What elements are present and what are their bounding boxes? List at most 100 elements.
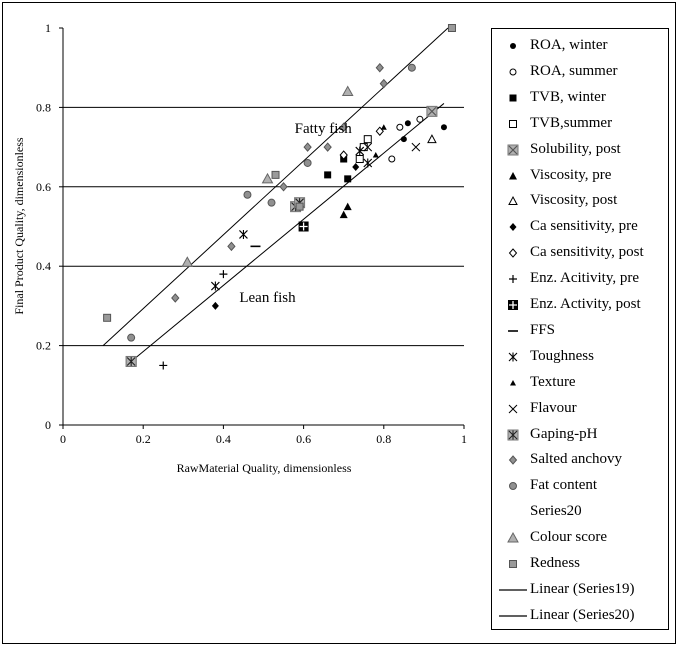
- legend-item: ROA, summer: [492, 59, 668, 85]
- legend-marker: [510, 43, 516, 49]
- legend-marker: [507, 532, 519, 543]
- y-axis-label: Final Product Quality, dimensionless: [12, 137, 26, 315]
- data-point: [510, 379, 516, 386]
- data-point: [271, 170, 280, 179]
- data-point: [227, 241, 236, 252]
- legend-item: Ca sensitivity, pre: [492, 214, 668, 240]
- legend-label: Texture: [530, 373, 576, 390]
- data-points: [103, 24, 456, 370]
- legend-marker: [509, 119, 517, 128]
- x-axis-label: RawMaterial Quality, dimensionless: [177, 461, 352, 475]
- data-point: [509, 560, 517, 568]
- data-point: [508, 352, 518, 362]
- legend-marker: [499, 615, 527, 617]
- data-point: [355, 155, 364, 164]
- data-point: [339, 210, 348, 219]
- legend-item: Redness: [492, 551, 668, 577]
- gridlines: [63, 106, 464, 347]
- legend: ROA, winter ROA, summer TVB, winter TVB,sum…: [491, 28, 669, 630]
- legend-label: Ca sensitivity, pre: [530, 218, 638, 235]
- data-point: [295, 202, 304, 211]
- data-point: [507, 144, 519, 156]
- data-point: [125, 355, 137, 367]
- data-point: [303, 158, 312, 167]
- legend-item: Ca sensitivity, post: [492, 240, 668, 266]
- legend-marker: [508, 330, 518, 332]
- legend-label: Solubility, post: [530, 140, 621, 157]
- legend-marker: [507, 144, 519, 156]
- legend-marker: [508, 404, 518, 413]
- data-point: [363, 158, 373, 168]
- legend-label: Fat content: [530, 477, 598, 494]
- data-point: [509, 119, 517, 128]
- legend-label: Viscosity, pre: [530, 166, 612, 183]
- data-point: [375, 62, 384, 73]
- trend-line: [130, 103, 445, 362]
- legend-marker: [510, 379, 516, 386]
- legend-label: ROA, summer: [530, 62, 618, 79]
- legend-item: Linear (Series20): [492, 603, 668, 629]
- data-point: [407, 63, 416, 72]
- data-point: [509, 223, 517, 232]
- legend-label: TVB, winter: [530, 88, 606, 105]
- legend-item: Salted anchovy: [492, 447, 668, 473]
- data-point: [509, 482, 517, 491]
- legend-marker: [499, 589, 527, 591]
- y-tick-label: 1: [45, 21, 51, 35]
- legend-label: Linear (Series20): [530, 606, 635, 623]
- data-point: [509, 94, 517, 102]
- data-point: [508, 404, 518, 413]
- data-point: [508, 248, 518, 258]
- legend-marker: [509, 94, 517, 102]
- y-tick-label: 0.8: [36, 100, 51, 114]
- data-point: [339, 150, 348, 160]
- legend-label: Redness: [530, 555, 580, 571]
- legend-item: Viscosity, pre: [492, 163, 668, 189]
- data-point: [298, 221, 309, 232]
- data-point: [508, 300, 518, 310]
- legend-item: Series20: [492, 499, 668, 525]
- legend-label: Linear (Series19): [530, 580, 635, 597]
- legend-label: Viscosity, post: [530, 192, 618, 209]
- y-tick-label: 0: [45, 418, 51, 432]
- data-point: [323, 142, 332, 152]
- legend-item: Colour score: [492, 525, 668, 551]
- data-point: [380, 124, 387, 130]
- data-point: [343, 202, 352, 211]
- legend-label: Series20: [530, 503, 582, 520]
- data-point: [303, 142, 312, 152]
- data-point: [339, 122, 348, 133]
- legend-label: Salted anchovy: [530, 451, 623, 468]
- data-point: [103, 313, 112, 322]
- x-tick-label: 0.2: [136, 432, 151, 446]
- legend-item: Viscosity, post: [492, 188, 668, 214]
- legend-marker: [509, 68, 517, 76]
- legend-marker: [507, 429, 519, 440]
- legend-marker: [509, 223, 517, 232]
- tick-labels: 0 0.2 0.4 0.6 0.8 1 0 0.2 0.4 0.6 0.8 1: [36, 21, 467, 446]
- data-point: [396, 123, 404, 131]
- legend-item: Texture: [492, 370, 668, 396]
- data-point: [372, 152, 379, 158]
- y-tick-label: 0.4: [36, 259, 51, 273]
- legend-marker: [509, 560, 517, 568]
- legend-marker: [508, 352, 518, 362]
- data-point: [210, 281, 220, 291]
- legend-item: Flavour: [492, 396, 668, 422]
- legend-marker: [508, 455, 518, 466]
- legend-label: TVB,summer: [530, 114, 613, 131]
- trend-lines: [102, 27, 449, 362]
- legend-item: TVB, winter: [492, 85, 668, 111]
- data-point: [427, 134, 437, 144]
- data-point: [388, 155, 396, 163]
- data-point: [341, 85, 354, 97]
- data-point: [363, 142, 373, 152]
- legend-item: Enz. Activity, post: [492, 292, 668, 318]
- data-point: [159, 361, 168, 370]
- data-point: [243, 190, 252, 199]
- data-point: [404, 120, 411, 127]
- legend-marker: [498, 501, 528, 523]
- data-point: [509, 171, 517, 179]
- data-point: [279, 182, 288, 192]
